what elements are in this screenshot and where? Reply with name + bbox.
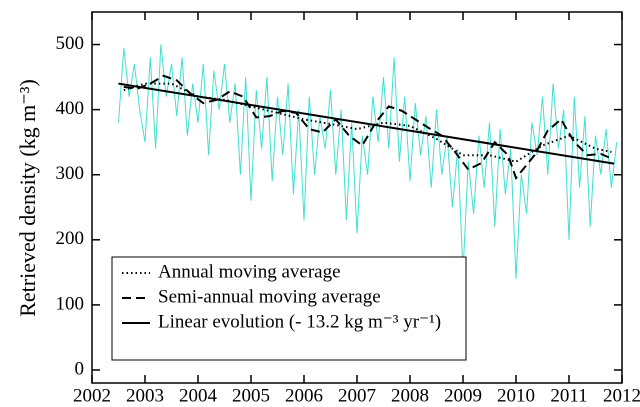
legend-label: Annual moving average [158, 261, 341, 282]
x-tick-label: 2007 [338, 385, 376, 406]
x-tick-label: 2004 [179, 385, 218, 406]
y-tick-label: 300 [56, 163, 85, 184]
y-tick-label: 200 [56, 228, 85, 249]
y-axis-label: Retrieved density (kg m⁻³) [15, 79, 40, 317]
x-tick-label: 2008 [391, 385, 429, 406]
y-tick-label: 500 [56, 33, 85, 54]
x-tick-label: 2009 [444, 385, 482, 406]
legend-label: Linear evolution (- 13.2 kg m⁻³ yr⁻¹) [158, 311, 441, 332]
y-tick-label: 400 [56, 98, 85, 119]
x-tick-label: 2006 [285, 385, 323, 406]
y-tick-label: 100 [56, 293, 85, 314]
legend-box [111, 256, 467, 361]
x-tick-label: 2011 [550, 385, 587, 406]
x-tick-label: 2003 [126, 385, 164, 406]
series-line [123, 74, 612, 180]
legend-label: Semi-annual moving average [158, 286, 381, 307]
series-line [118, 82, 615, 165]
x-tick-label: 2010 [497, 385, 535, 406]
x-tick-label: 2005 [232, 385, 270, 406]
series-line [118, 44, 618, 279]
y-tick-label: 0 [75, 358, 85, 379]
x-tick-label: 2012 [603, 385, 640, 406]
x-tick-label: 2002 [73, 385, 111, 406]
